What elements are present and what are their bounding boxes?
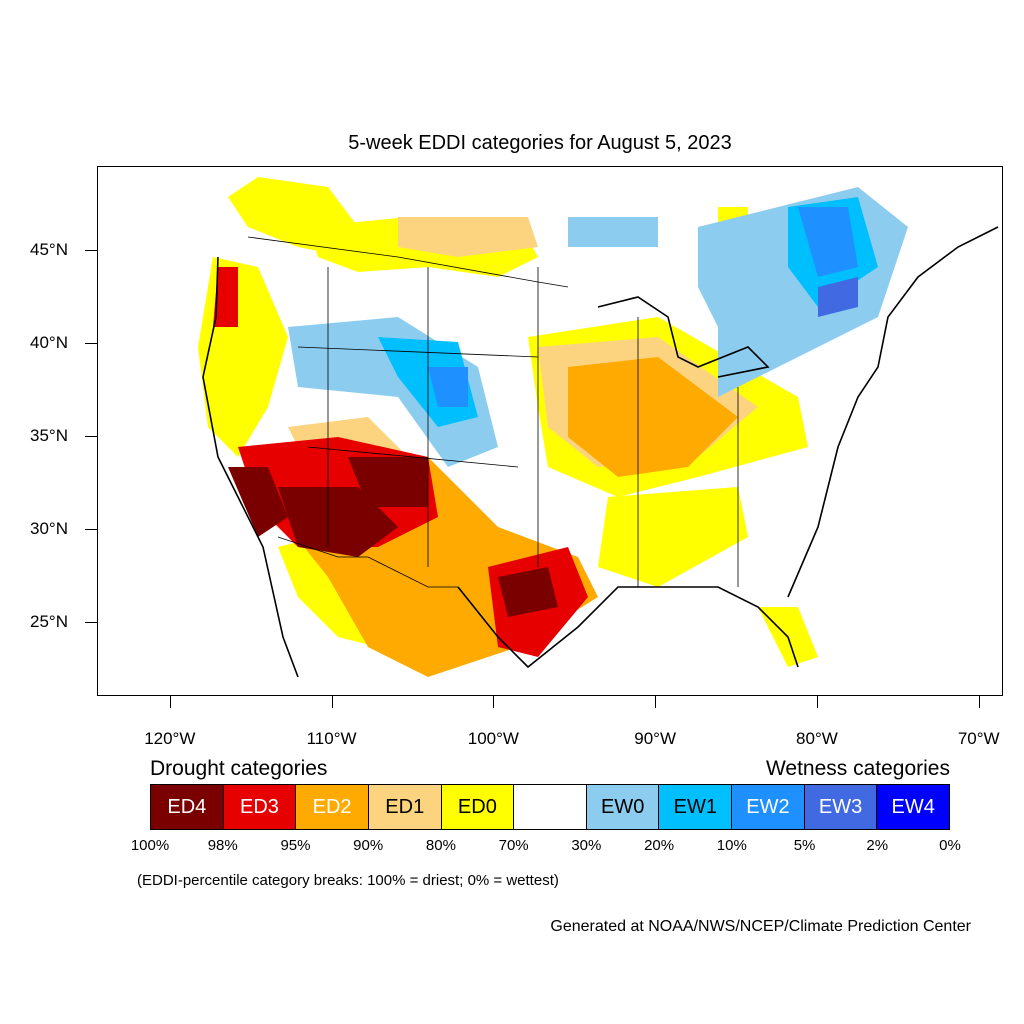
lat-tick-label: 40°N [30, 332, 68, 352]
legend-box-ew2: EW2 [732, 785, 805, 829]
lon-tick-mark [655, 696, 657, 708]
region-ed3-oregon [213, 267, 238, 327]
percentile-break-label: 20% [644, 837, 675, 854]
lat-tick-mark [85, 342, 97, 344]
lat-tick-mark [85, 621, 97, 623]
legend-box-ed0: ED0 [441, 785, 515, 829]
region-ed4-newmexico [348, 457, 428, 507]
region-ed2-midwest [568, 357, 738, 477]
legend-box-ed4: ED4 [151, 785, 224, 829]
lat-tick-label: 45°N [30, 239, 68, 259]
lon-tick-label: 100°W [467, 729, 519, 748]
lat-tick-mark [85, 249, 97, 251]
percentile-break-label: 100% [130, 837, 170, 854]
percentile-break-label: 95% [280, 837, 311, 854]
lon-tick-mark [169, 696, 171, 708]
lon-tick-mark [816, 696, 818, 708]
wetness-heading: Wetness categories [765, 757, 950, 780]
region-ew0-greatlakes [568, 217, 658, 247]
region-ed0-pacific [198, 257, 288, 457]
percentile-break-label: 5% [793, 837, 816, 854]
border-canada [247, 236, 569, 288]
coastline-atlantic [787, 226, 999, 598]
map-title: 5-week EDDI categories for August 5, 202… [348, 132, 732, 154]
legend-box-ew0: EW0 [586, 785, 660, 829]
great-lakes [597, 296, 770, 378]
credit-text: Generated at NOAA/NWS/NCEP/Climate Predi… [550, 918, 971, 935]
state-lines [297, 267, 739, 587]
legend-bar: ED4 ED3 ED2 ED1 ED0 EW0 EW1 EW2 EW3 EW4 [150, 784, 950, 830]
legend-box-ed2: ED2 [296, 785, 369, 829]
legend-box-ew3: EW3 [804, 785, 878, 829]
region-ed1-north [398, 217, 538, 257]
lon-tick-label: 120°W [144, 729, 196, 748]
percentile-break-label: 90% [353, 837, 384, 854]
lat-tick-label: 30°N [30, 518, 68, 538]
legend-box-ed1: ED1 [368, 785, 442, 829]
region-ew3-newyork [818, 277, 858, 317]
percentile-break-label: 10% [716, 837, 747, 854]
percentile-break-label: 80% [425, 837, 456, 854]
coastline-west [202, 256, 299, 678]
percentile-break-label: 0% [939, 837, 961, 854]
category-note: (EDDI-percentile category breaks: 100% =… [137, 872, 559, 889]
percentile-break-label: 98% [207, 837, 238, 854]
lon-tick-mark [331, 696, 333, 708]
border-mexico [277, 536, 458, 588]
region-ed4-texas [498, 567, 558, 617]
percentile-break-label: 30% [571, 837, 602, 854]
map-frame [97, 166, 1003, 696]
drought-heading: Drought categories [150, 757, 328, 780]
lon-tick-label: 90°W [634, 729, 677, 748]
percentile-break-label: 2% [866, 837, 889, 854]
lat-tick-label: 25°N [30, 611, 68, 631]
region-ew2-colorado [428, 367, 468, 407]
lon-tick-label: 80°W [796, 729, 838, 748]
legend-box-ed3: ED3 [223, 785, 297, 829]
lon-tick-label: 70°W [957, 729, 1000, 748]
lat-tick-mark [85, 435, 97, 437]
region-ed4-california [228, 467, 288, 537]
lon-tick-label: 110°W [306, 729, 357, 748]
eddi-map [198, 177, 999, 678]
legend-box-ew1: EW1 [659, 785, 733, 829]
legend-box-neutral [514, 785, 587, 829]
lon-tick-mark [978, 696, 980, 708]
lat-tick-mark [85, 528, 97, 530]
region-ed0-gulf [598, 487, 748, 587]
region-ew2-northeast [798, 207, 858, 277]
lon-tick-mark [493, 696, 495, 708]
legend-box-ew4: EW4 [877, 785, 950, 829]
percentile-break-label: 70% [498, 837, 529, 854]
lat-tick-label: 35°N [30, 425, 68, 445]
